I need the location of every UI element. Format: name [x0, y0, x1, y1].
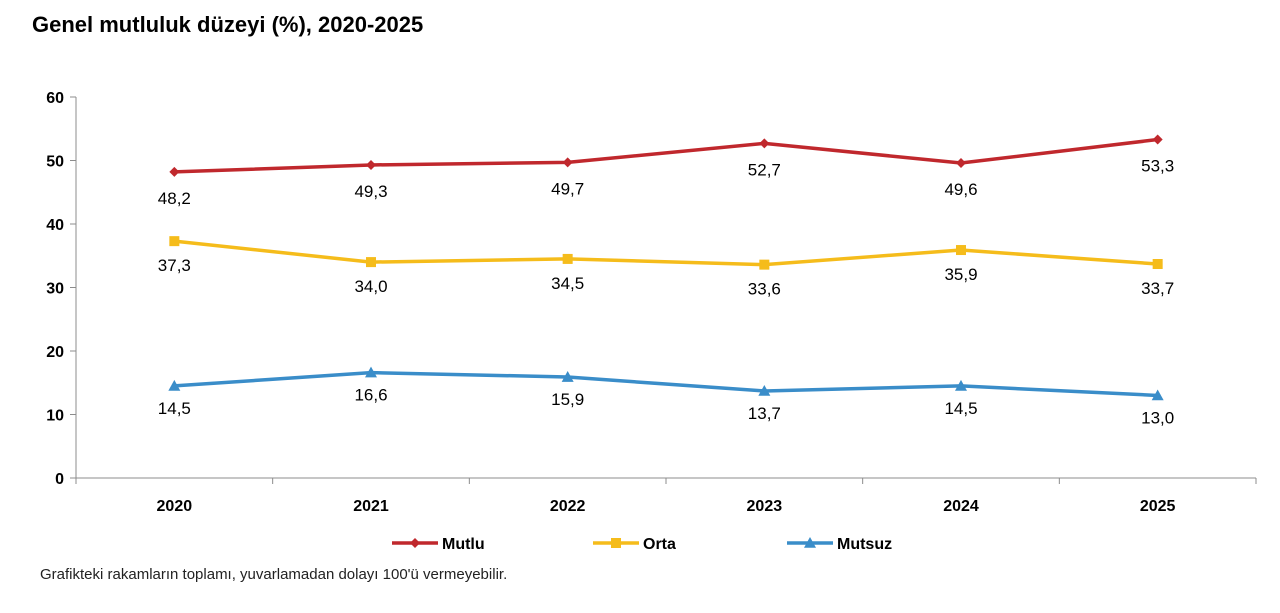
data-labels: 48,2 49,3 49,7 52,7 49,6 53,3 37,3 34,0 34,5 33,6… — [158, 157, 1174, 428]
y-tick-label: 40 — [46, 217, 64, 234]
data-point-orta — [562, 253, 573, 264]
line-chart: 0 10 20 30 40 50 60 2020 2021 2022 2023 2024 2025 48… — [46, 90, 1257, 553]
data-point-mutsuz — [561, 371, 574, 382]
data-point-mutlu — [169, 166, 180, 177]
series-line-mutsuz — [174, 370, 1158, 398]
data-label-mutlu: 49,3 — [354, 182, 387, 201]
data-label-mutlu: 48,2 — [158, 189, 191, 208]
data-label-orta: 37,3 — [158, 256, 191, 275]
legend-marker-mutsuz — [804, 537, 816, 548]
data-point-mutlu — [562, 157, 573, 168]
data-label-mutlu: 53,3 — [1141, 157, 1174, 176]
chart-legend: Mutlu Orta Mutsuz — [392, 536, 892, 553]
y-tick-label: 50 — [46, 154, 64, 171]
chart-series — [168, 134, 1164, 401]
y-tick-label: 30 — [46, 281, 64, 298]
data-label-orta: 35,9 — [944, 265, 977, 284]
series-line-mutlu — [174, 137, 1158, 174]
x-tick-label: 2022 — [550, 498, 586, 515]
data-point-mutsuz — [955, 379, 967, 391]
footnote: Grafikteki rakamların toplamı, yuvarlama… — [40, 566, 508, 583]
x-tick-label: 2024 — [943, 498, 979, 515]
data-label-orta: 34,5 — [551, 274, 584, 293]
x-tick-label: 2021 — [353, 498, 389, 515]
data-point-mutsuz — [168, 379, 181, 391]
data-point-mutlu — [366, 159, 376, 170]
data-label-mutlu: 49,6 — [944, 180, 977, 199]
legend-label-mutsuz: Mutsuz — [837, 536, 892, 553]
data-label-mutsuz: 16,6 — [354, 386, 387, 405]
series-line-orta — [174, 239, 1158, 267]
data-label-mutsuz: 14,5 — [944, 399, 977, 418]
legend-marker-mutlu — [410, 538, 420, 548]
data-label-mutlu: 49,7 — [551, 179, 584, 198]
y-tick-label: 60 — [46, 90, 64, 107]
data-point-orta — [169, 236, 180, 247]
data-point-orta — [759, 259, 770, 270]
data-point-orta — [1152, 259, 1163, 270]
chart-axes: 0 10 20 30 40 50 60 2020 2021 2022 2023 2024 2025 — [46, 90, 1257, 515]
data-label-mutsuz: 13,0 — [1141, 408, 1174, 427]
data-label-mutlu: 52,7 — [748, 160, 781, 179]
legend-label-orta: Orta — [643, 536, 676, 553]
data-label-mutsuz: 14,5 — [158, 399, 191, 418]
data-label-mutsuz: 15,9 — [551, 390, 584, 409]
legend-marker-orta — [611, 538, 621, 548]
y-tick-label: 0 — [55, 471, 64, 488]
x-tick-label: 2020 — [157, 498, 193, 515]
legend-label-mutlu: Mutlu — [442, 536, 485, 553]
x-tick-label: 2023 — [747, 498, 783, 515]
x-tick-label: 2025 — [1140, 498, 1176, 515]
data-point-mutlu — [759, 138, 770, 149]
y-tick-label: 10 — [46, 408, 64, 425]
data-point-mutlu — [956, 158, 966, 169]
data-point-orta — [956, 245, 966, 256]
data-point-mutsuz — [365, 366, 377, 378]
data-point-mutlu — [1152, 134, 1163, 145]
data-point-orta — [366, 257, 376, 268]
data-label-orta: 33,7 — [1141, 279, 1174, 298]
data-label-mutsuz: 13,7 — [748, 404, 781, 423]
chart-title: Genel mutluluk düzeyi (%), 2020-2025 — [32, 12, 424, 37]
data-point-mutsuz — [758, 385, 771, 396]
data-label-orta: 33,6 — [748, 280, 781, 299]
data-point-mutsuz — [1151, 389, 1164, 401]
y-tick-label: 20 — [46, 344, 64, 361]
data-label-orta: 34,0 — [354, 277, 387, 296]
